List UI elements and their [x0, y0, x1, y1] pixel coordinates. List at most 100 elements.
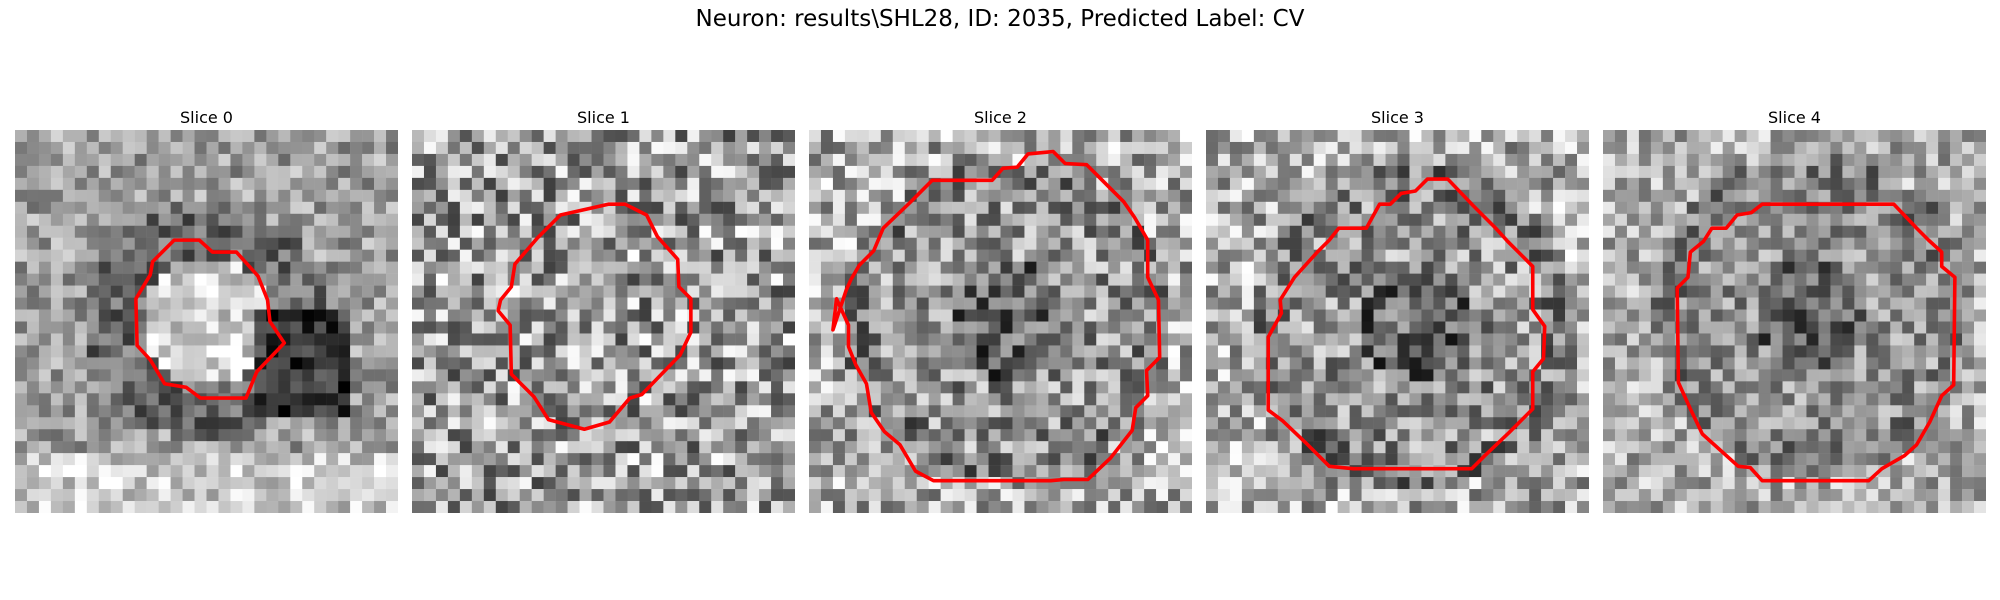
- image-pixel: [820, 465, 834, 478]
- image-pixel: [1626, 273, 1640, 286]
- image-pixel: [687, 381, 700, 394]
- image-pixel: [290, 381, 303, 394]
- image-pixel: [74, 477, 88, 490]
- image-pixel: [1854, 429, 1867, 442]
- cell-contour: [134, 238, 287, 400]
- image-pixel: [1842, 345, 1855, 358]
- image-pixel: [711, 393, 724, 406]
- image-pixel: [964, 441, 977, 454]
- image-pixel: [1529, 237, 1542, 250]
- image-pixel: [735, 273, 748, 286]
- image-pixel: [904, 405, 917, 418]
- image-pixel: [1132, 321, 1145, 334]
- image-pixel: [1842, 297, 1855, 310]
- image-pixel: [1445, 297, 1458, 310]
- image-pixel: [302, 477, 315, 490]
- image-pixel: [1614, 201, 1628, 215]
- image-pixel: [1926, 189, 1939, 203]
- image-pixel: [447, 345, 461, 358]
- image-pixel: [579, 453, 592, 466]
- image-pixel: [519, 405, 532, 418]
- image-pixel: [1217, 285, 1231, 298]
- image-pixel: [1962, 261, 1975, 274]
- image-pixel: [1878, 333, 1891, 346]
- image-pixel: [844, 501, 858, 513]
- image-pixel: [1926, 261, 1939, 274]
- image-pixel: [771, 213, 784, 226]
- image-pixel: [603, 225, 616, 238]
- image-pixel: [1830, 261, 1843, 274]
- image-pixel: [338, 213, 351, 226]
- image-pixel: [98, 417, 111, 430]
- image-pixel: [1156, 225, 1169, 238]
- image-pixel: [1108, 130, 1121, 143]
- image-pixel: [868, 141, 882, 155]
- image-pixel: [362, 130, 375, 143]
- slice-title: Slice 4: [1768, 108, 1821, 127]
- image-pixel: [783, 261, 795, 274]
- image-pixel: [1289, 465, 1302, 478]
- image-pixel: [1662, 201, 1676, 215]
- image-pixel: [435, 141, 449, 155]
- image-pixel: [362, 357, 375, 370]
- image-pixel: [1638, 405, 1652, 418]
- image-pixel: [699, 417, 712, 430]
- image-pixel: [50, 297, 64, 310]
- image-pixel: [820, 201, 834, 215]
- image-pixel: [1012, 369, 1025, 382]
- image-pixel: [627, 237, 640, 250]
- image-pixel: [1902, 225, 1915, 238]
- image-pixel: [1385, 477, 1398, 490]
- image-pixel: [663, 381, 676, 394]
- image-pixel: [38, 405, 52, 418]
- image-pixel: [675, 441, 688, 454]
- image-pixel: [38, 501, 52, 513]
- image-pixel: [1060, 441, 1073, 454]
- image-pixel: [1229, 225, 1243, 238]
- image-pixel: [663, 177, 676, 191]
- image-pixel: [1457, 417, 1470, 430]
- image-pixel: [1529, 130, 1542, 143]
- image-pixel: [1493, 393, 1506, 406]
- image-pixel: [783, 201, 795, 215]
- image-pixel: [1349, 261, 1362, 274]
- image-pixel: [1180, 201, 1192, 215]
- image-pixel: [1012, 213, 1025, 226]
- image-pixel: [771, 405, 784, 418]
- image-pixel: [1830, 177, 1843, 191]
- image-pixel: [579, 237, 592, 250]
- image-pixel: [15, 153, 28, 167]
- image-pixel: [1132, 345, 1145, 358]
- image-pixel: [723, 225, 736, 238]
- image-pixel: [1698, 321, 1711, 334]
- image-pixel: [1132, 153, 1145, 167]
- image-pixel: [1060, 189, 1073, 203]
- image-pixel: [1878, 225, 1891, 238]
- image-pixel: [62, 357, 76, 370]
- image-pixel: [50, 225, 64, 238]
- image-pixel: [687, 285, 700, 298]
- image-pixel: [447, 333, 461, 346]
- image-pixel: [362, 213, 375, 226]
- image-pixel: [1072, 429, 1085, 442]
- image-pixel: [50, 261, 64, 274]
- image-pixel: [1577, 201, 1589, 215]
- image-pixel: [15, 249, 28, 262]
- image-pixel: [1313, 273, 1326, 286]
- image-pixel: [1301, 453, 1314, 466]
- image-pixel: [1782, 345, 1795, 358]
- image-pixel: [1541, 369, 1554, 382]
- image-pixel: [459, 357, 473, 370]
- image-pixel: [651, 393, 664, 406]
- image-pixel: [1650, 261, 1664, 274]
- image-pixel: [483, 225, 497, 238]
- image-pixel: [26, 225, 40, 238]
- image-pixel: [747, 201, 760, 215]
- image-pixel: [386, 417, 398, 430]
- image-pixel: [1662, 189, 1676, 203]
- image-pixel: [1686, 453, 1699, 466]
- image-pixel: [1072, 453, 1085, 466]
- image-pixel: [856, 453, 870, 466]
- image-pixel: [471, 393, 485, 406]
- image-pixel: [38, 333, 52, 346]
